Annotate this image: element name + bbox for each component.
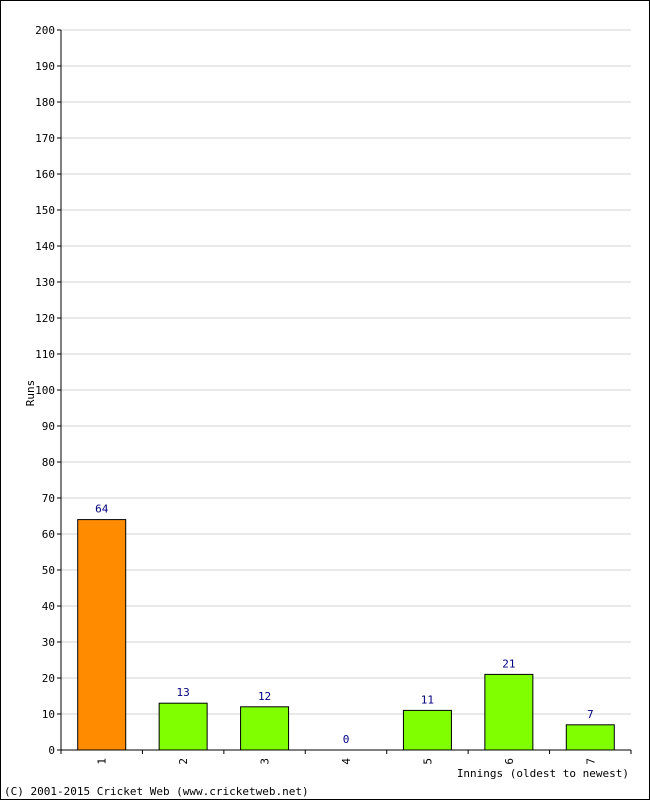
y-tick-label: 170 <box>35 132 55 145</box>
bar <box>565 724 615 751</box>
x-tick-label: 1 <box>96 758 109 765</box>
y-tick-label: 150 <box>35 204 55 217</box>
y-tick-label: 190 <box>35 60 55 73</box>
bar <box>77 519 127 751</box>
data-label: 13 <box>177 686 190 699</box>
axes <box>57 29 632 754</box>
x-axis-title: Innings (oldest to newest) <box>457 767 629 780</box>
y-axis-title: Runs <box>24 380 37 407</box>
bar <box>484 673 534 751</box>
y-tick-label: 40 <box>42 600 55 613</box>
y-tick-label: 20 <box>42 672 55 685</box>
x-tick-label: 7 <box>584 758 597 765</box>
y-tick-label: 160 <box>35 168 55 181</box>
x-tick-label: 5 <box>421 758 434 765</box>
y-tick-label: 70 <box>42 492 55 505</box>
gridlines <box>61 29 631 715</box>
data-label: 11 <box>421 693 434 706</box>
bar <box>158 702 208 751</box>
data-label: 64 <box>95 503 109 516</box>
y-tick-label: 140 <box>35 240 55 253</box>
data-label: 12 <box>258 690 271 703</box>
y-tick-label: 130 <box>35 276 55 289</box>
y-tick-label: 200 <box>35 24 55 37</box>
y-tick-label: 120 <box>35 312 55 325</box>
y-tick-label: 10 <box>42 708 55 721</box>
y-tick-label: 90 <box>42 420 55 433</box>
x-tick-label: 3 <box>259 758 272 765</box>
data-labels: 64 13 12 0 11 21 7 <box>95 503 594 746</box>
y-tick-label: 60 <box>42 528 55 541</box>
bars <box>77 519 615 751</box>
y-tick-label: 180 <box>35 96 55 109</box>
y-tick-label: 50 <box>42 564 55 577</box>
x-tick-label: 2 <box>177 758 190 765</box>
y-tick-label: 80 <box>42 456 55 469</box>
copyright-footer: (C) 2001-2015 Cricket Web (www.cricketwe… <box>4 785 309 798</box>
x-tick-label: 6 <box>503 758 516 765</box>
x-tick-label: 4 <box>340 758 353 765</box>
y-tick-label: 100 <box>35 384 55 397</box>
y-tick-label: 110 <box>35 348 55 361</box>
y-tick-label: 30 <box>42 636 55 649</box>
x-tick-labels: 1 2 3 4 5 6 7 <box>96 758 598 765</box>
y-tick-labels: 0 10 20 30 40 50 60 70 80 90 100 110 120 130 140 150 160… <box>35 24 55 757</box>
data-label: 21 <box>502 657 515 670</box>
bar <box>402 709 452 751</box>
data-label: 7 <box>587 708 594 721</box>
data-label: 0 <box>343 733 350 746</box>
bar <box>240 706 290 751</box>
y-tick-label: 0 <box>48 744 55 757</box>
